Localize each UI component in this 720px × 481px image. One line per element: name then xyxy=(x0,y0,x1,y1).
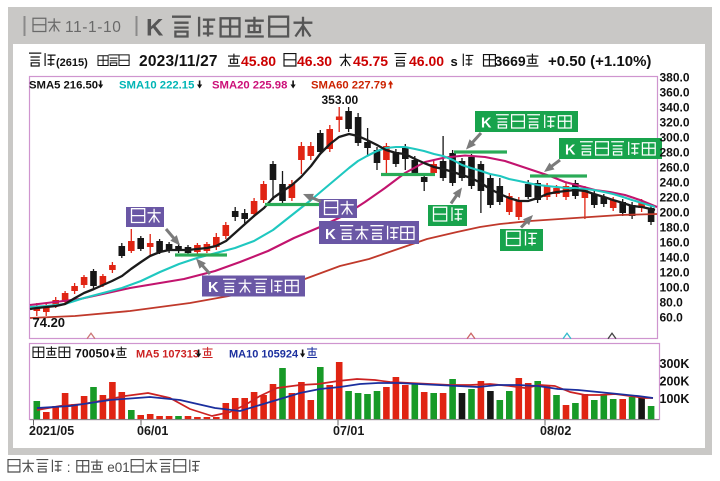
svg-text:08/02: 08/02 xyxy=(540,424,571,438)
svg-text:MA5 107313: MA5 107313 xyxy=(136,349,199,361)
svg-text:100K: 100K xyxy=(660,392,690,406)
svg-text:120.0: 120.0 xyxy=(660,266,690,280)
svg-text:2021/05: 2021/05 xyxy=(29,424,74,438)
svg-text:100.0: 100.0 xyxy=(660,281,690,295)
svg-text:160.0: 160.0 xyxy=(660,236,690,250)
svg-text:SMA10 222.15: SMA10 222.15 xyxy=(119,80,194,92)
svg-text:K: K xyxy=(146,15,164,42)
svg-text:80.0: 80.0 xyxy=(660,296,684,310)
svg-text:60.0: 60.0 xyxy=(660,311,684,325)
svg-text:300K: 300K xyxy=(660,357,690,371)
svg-text:220.0: 220.0 xyxy=(660,191,690,205)
svg-text:K: K xyxy=(325,226,336,243)
svg-text:07/01: 07/01 xyxy=(333,424,364,438)
svg-text:SMA20 225.98: SMA20 225.98 xyxy=(212,80,287,92)
svg-text:s: s xyxy=(451,54,458,69)
svg-text:11-1-10: 11-1-10 xyxy=(65,19,121,36)
svg-text:K: K xyxy=(565,143,576,159)
svg-text:K: K xyxy=(208,280,219,296)
svg-text:320.0: 320.0 xyxy=(660,116,690,130)
svg-text:SMA60 227.79: SMA60 227.79 xyxy=(311,80,386,92)
svg-text:300.0: 300.0 xyxy=(660,131,690,145)
svg-text:240.0: 240.0 xyxy=(660,176,690,190)
svg-text:360.0: 360.0 xyxy=(660,86,690,100)
svg-text:46.30: 46.30 xyxy=(297,53,332,69)
svg-text:140.0: 140.0 xyxy=(660,251,690,265)
svg-text:180.0: 180.0 xyxy=(660,221,690,235)
svg-text:SMA5 216.50: SMA5 216.50 xyxy=(29,80,98,92)
svg-text:MA10 105924: MA10 105924 xyxy=(229,349,299,361)
svg-text:e01: e01 xyxy=(107,460,130,475)
svg-text:+0.50 (+1.10%): +0.50 (+1.10%) xyxy=(548,53,651,70)
svg-text:380.0: 380.0 xyxy=(660,71,690,85)
svg-text:2023/11/27: 2023/11/27 xyxy=(139,53,218,70)
svg-text:353.00: 353.00 xyxy=(322,93,359,107)
svg-text::: : xyxy=(67,460,71,475)
svg-text:(2615): (2615) xyxy=(56,57,88,69)
svg-text:45.80: 45.80 xyxy=(241,53,276,69)
svg-text:74.20: 74.20 xyxy=(33,315,66,330)
svg-text:3669: 3669 xyxy=(495,53,526,69)
svg-text:46.00: 46.00 xyxy=(409,53,444,69)
svg-text:70050: 70050 xyxy=(75,347,109,361)
svg-text:280.0: 280.0 xyxy=(660,146,690,160)
svg-text:260.0: 260.0 xyxy=(660,161,690,175)
svg-text:200K: 200K xyxy=(660,375,690,389)
svg-text:340.0: 340.0 xyxy=(660,101,690,115)
svg-text:06/01: 06/01 xyxy=(137,424,168,438)
svg-text:45.75: 45.75 xyxy=(353,53,388,69)
svg-text:200.0: 200.0 xyxy=(660,206,690,220)
svg-text:K: K xyxy=(481,116,492,132)
